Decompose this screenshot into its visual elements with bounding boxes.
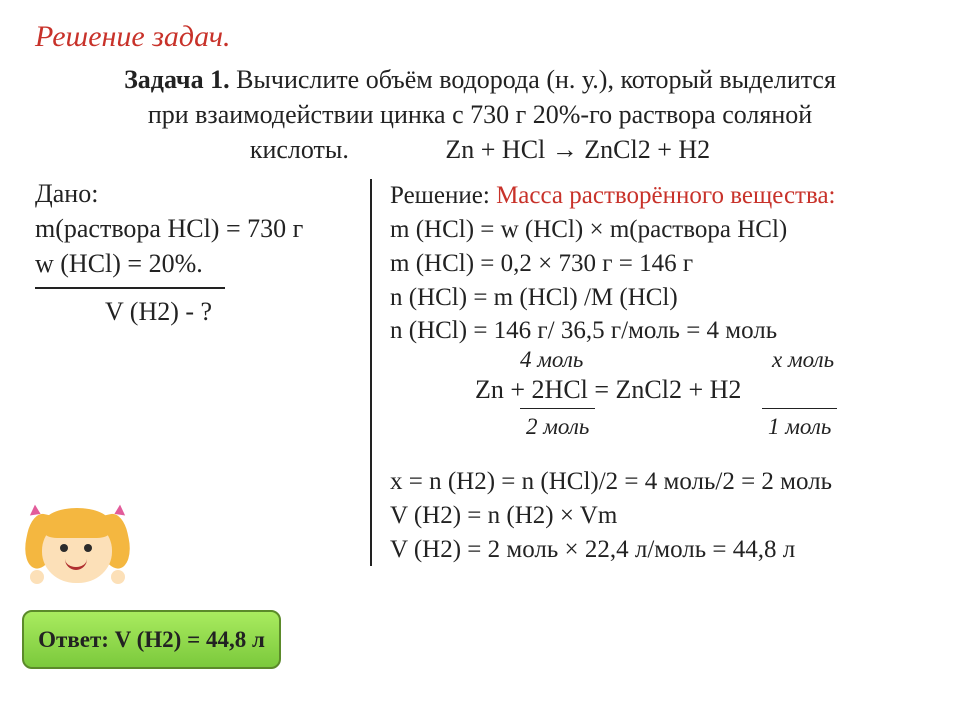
eq-annot-bot-left: 2 моль <box>520 408 595 442</box>
given-line-2: w (HCl) = 20%. <box>35 246 370 281</box>
eq-annot-top-left: 4 моль <box>520 344 583 375</box>
problem-text-1: Вычислите объём водорода (н. у.), которы… <box>230 65 836 94</box>
eq-annot-bot-right: 1 моль <box>762 408 837 442</box>
solution-line-2: m (HCl) = 0,2 × 730 г = 146 г <box>390 247 925 281</box>
problem-text-3: кислоты. <box>250 135 349 164</box>
problem-label: Задача 1. <box>124 65 230 94</box>
vertical-divider <box>370 179 372 566</box>
stoichiometry-equation: 4 моль х моль Zn + 2HCl = ZnCl2 + H2 2 м… <box>450 372 870 407</box>
section-title: Решение задач. <box>35 20 925 54</box>
solution-label: Решение: <box>390 182 496 209</box>
cartoon-avatar <box>30 500 125 595</box>
solution-line-7: V (H2) = 2 моль × 22,4 л/моль = 44,8 л <box>390 533 925 567</box>
answer-box: Ответ: V (H2) = 44,8 л <box>22 610 281 669</box>
given-label: Дано: <box>35 179 370 209</box>
given-divider <box>35 287 225 289</box>
solution-line-1: m (HCl) = w (HCl) × m(раствора HCl) <box>390 213 925 247</box>
answer-text: Ответ: V (H2) = 44,8 л <box>38 627 265 653</box>
balanced-equation: Zn + 2HCl = ZnCl2 + H2 <box>450 372 870 407</box>
problem-statement: Задача 1. Вычислите объём водорода (н. у… <box>35 62 925 167</box>
solution-line-5: х = n (H2) = n (HCl)/2 = 4 моль/2 = 2 мо… <box>390 465 925 499</box>
unbalanced-equation: Zn + HCl → ZnCl2 + H2 <box>445 132 710 167</box>
solution-line-4: n (HCl) = 146 г/ 36,5 г/моль = 4 моль <box>390 314 925 348</box>
given-line-1: m(раствора HCl) = 730 г <box>35 211 370 246</box>
solution-line-3: n (HCl) = m (HCl) /M (HCl) <box>390 281 925 315</box>
mass-title: Масса растворённого вещества: <box>496 182 835 209</box>
problem-text-2: при взаимодействии цинка с 730 г 20%-го … <box>148 100 812 129</box>
find-line: V (H2) - ? <box>105 297 370 327</box>
solution-line-6: V (H2) = n (H2) × Vm <box>390 499 925 533</box>
eq-annot-top-right: х моль <box>772 344 834 375</box>
solution-column: Решение: Масса растворённого вещества: m… <box>390 179 925 566</box>
